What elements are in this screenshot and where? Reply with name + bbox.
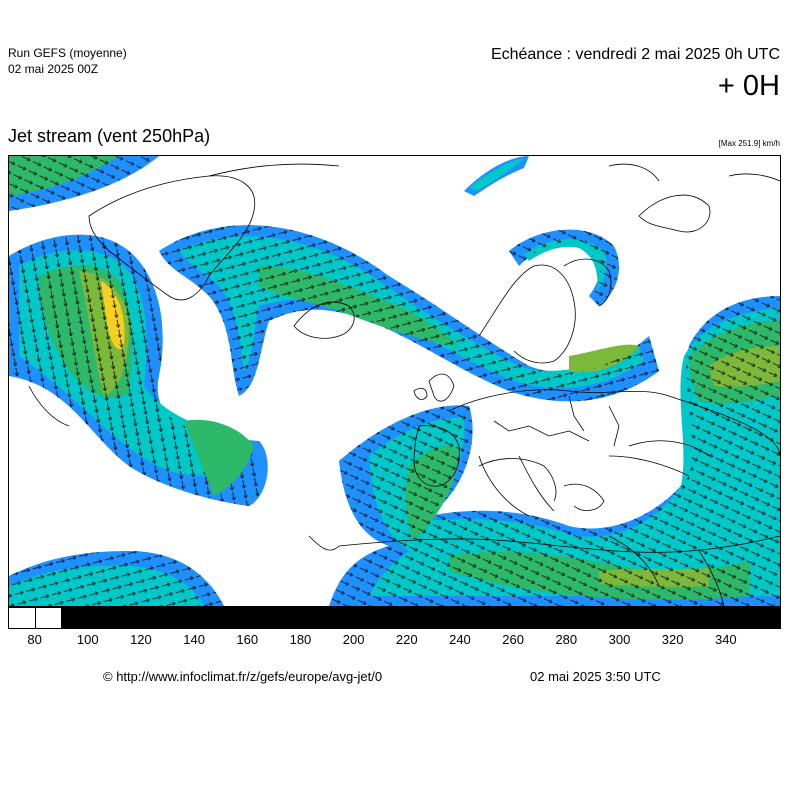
jet-arctic — [464, 156, 529, 196]
colorbar-tick-label: 180 — [289, 632, 312, 647]
colorbar-tick-label: 280 — [555, 632, 578, 647]
colorbar-tick-label: 260 — [502, 632, 524, 647]
coastlines — [28, 163, 780, 606]
jet-subtropical-east — [329, 296, 780, 606]
colorbar-tick-label: 160 — [236, 632, 259, 647]
map-canvas — [9, 156, 780, 606]
wind-speed-colorbar — [8, 607, 781, 629]
forecast-offset: + 0H — [717, 70, 780, 102]
jet-top-left — [9, 156, 159, 211]
source-credit: © http://www.infoclimat.fr/z/gefs/europe… — [103, 669, 383, 684]
forecast-valid-time: Echéance : vendredi 2 mai 2025 0h UTC — [490, 46, 780, 63]
colorbar-segment — [9, 608, 36, 628]
colorbar-tick-label: 340 — [714, 632, 737, 647]
jet-stream-map[interactable] — [8, 155, 781, 607]
colorbar-tick-label: 140 — [183, 632, 205, 647]
colorbar-ticks: 80 100 120 140 160 180 200 220 240 260 280 300 320 34… — [0, 632, 788, 652]
issued-time: 02 mai 2025 3:50 UTC — [530, 669, 661, 684]
colorbar-segment — [35, 608, 63, 628]
run-name: Run GEFS (moyenne) — [8, 46, 127, 60]
colorbar-tick-label: 320 — [661, 632, 684, 647]
jet-scandinavia-arc — [509, 229, 619, 306]
colorbar-tick-label: 300 — [608, 632, 631, 647]
run-date: 02 mai 2025 00Z — [8, 62, 99, 76]
colorbar-tick-label: 120 — [130, 632, 152, 647]
max-wind-label: [Max 251.9] km/h — [718, 139, 780, 148]
colorbar-tick-label: 200 — [342, 632, 365, 647]
colorbar-tick-label: 240 — [449, 632, 471, 647]
colorbar-tick-label: 80 — [27, 632, 42, 647]
map-title: Jet stream (vent 250hPa) — [8, 126, 211, 146]
colorbar-tick-label: 100 — [76, 632, 99, 647]
colorbar-tick-label: 220 — [395, 632, 418, 647]
colorbar-segment — [62, 608, 780, 628]
